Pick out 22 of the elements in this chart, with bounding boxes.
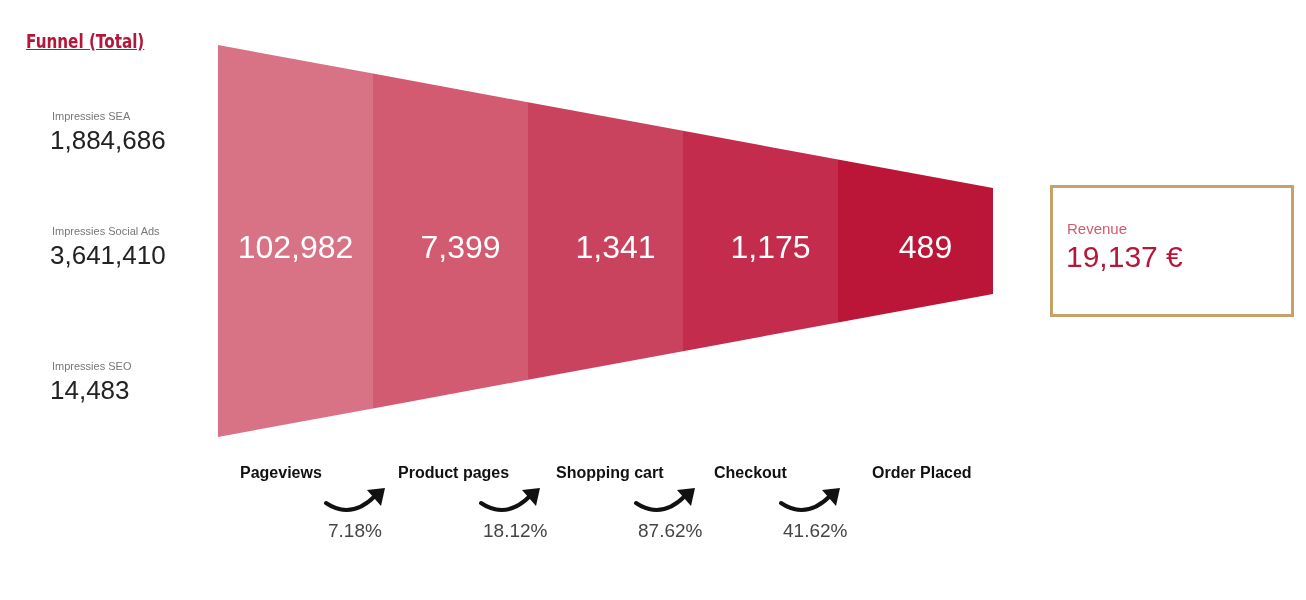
category-label: Shopping cart [556, 464, 664, 482]
text: 3,641,410 [50, 240, 166, 271]
category-label: Checkout [714, 464, 787, 482]
text: Impressies SEA [52, 110, 131, 122]
category-label: Product pages [398, 464, 510, 482]
data-label: 1,341 [575, 228, 656, 265]
data-label: 7,399 [420, 228, 501, 265]
text: 14,483 [50, 375, 130, 406]
data-label: 1,175 [730, 228, 811, 265]
text: 18.12% [483, 520, 548, 542]
text: 7.18% [328, 520, 382, 542]
text: Impressies Social Ads [52, 225, 160, 237]
revenue-card: Revenue 19,137 € [1050, 185, 1294, 317]
text: 1,884,686 [50, 125, 166, 156]
text: Funnel (Total) [26, 30, 145, 52]
text: 87.62% [638, 520, 703, 542]
text: 41.62% [783, 520, 848, 542]
data-label: 489 [898, 228, 953, 265]
data-label: 102,982 [237, 228, 354, 265]
category-label: Order Placed [872, 464, 972, 482]
text: Impressies SEO [52, 360, 132, 372]
category-label: Pageviews [240, 464, 322, 482]
